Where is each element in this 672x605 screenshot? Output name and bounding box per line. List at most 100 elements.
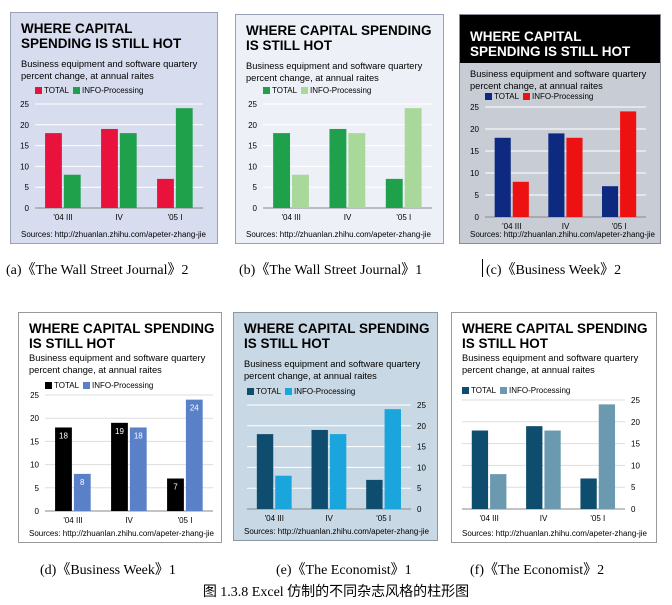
data-label: 7 [173,483,178,492]
panel-title: WHERE CAPITAL SPENDING IS STILL HOT [29,321,215,351]
legend-swatch [45,382,52,389]
bar-chart: 0 5 10 15 20 25 '04 III IV '05 I TOTAL INFO-Proces… [470,92,646,231]
x-tick-label: '05 I [612,222,627,231]
legend-swatch [247,388,254,395]
panel-subtitle: Business equipment and software quartery… [470,69,647,91]
bar-chart: 0 5 10 15 20 25 '04 III IV '05 I TOTAL INFO-Proces… [20,86,203,222]
bar-total [273,133,291,208]
bar-info [129,427,147,511]
y-tick-label: 10 [631,461,640,470]
panel-subtitle: Business equipment and software quartery… [462,353,639,375]
y-tick-label: 0 [253,204,258,213]
y-tick-label: 5 [253,183,258,192]
x-tick-label: '05 I [376,514,391,523]
y-tick-label: 5 [25,183,30,192]
bar-info [348,133,366,208]
data-label: 8 [80,478,85,487]
source-note: Sources: http://zhuanlan.zhihu.com/apete… [462,529,647,538]
title-bar [460,15,660,63]
bar-total [580,478,597,509]
bar-total [366,479,383,509]
bar-info [566,137,583,217]
bar-info [63,174,81,208]
bar-total [601,186,619,217]
panel-subtitle: Business equipment and software quartery… [21,59,198,81]
legend-swatch [83,382,90,389]
legend-label: TOTAL [471,386,497,395]
bar-info [490,474,507,509]
y-tick-label: 25 [417,401,426,410]
x-tick-label: '05 I [590,514,605,523]
x-tick-label: '05 I [178,516,193,525]
legend-swatch [462,387,469,394]
bar-total [526,426,543,509]
y-tick-label: 0 [35,507,40,516]
panel-title: WHERE CAPITAL SPENDING IS STILL HOT [462,321,648,351]
x-tick-label: IV [540,514,548,523]
legend-label: INFO-Processing [82,86,143,95]
bar-info [119,133,137,208]
y-tick-label: 5 [475,191,480,200]
bar-info [329,434,347,509]
y-tick-label: 0 [631,505,636,514]
legend-swatch [301,87,308,94]
bar-total [101,128,118,208]
panel-caption-a: (a)《The Wall Street Journal》2 [6,263,189,278]
y-tick-label: 25 [248,100,257,109]
y-tick-label: 0 [25,204,30,213]
y-tick-label: 10 [248,162,257,171]
y-tick-label: 15 [20,142,29,151]
panel-caption-b: (b)《The Wall Street Journal》1 [239,263,423,278]
y-tick-label: 10 [20,162,29,171]
x-tick-label: '04 III [502,222,521,231]
data-label: 18 [59,431,68,440]
figure-caption: 图 1.3.8 Excel 仿制的不同杂志风格的柱形图 [202,585,470,600]
bar-info [384,409,401,509]
panel-title: WHERE CAPITAL SPENDING IS STILL HOT [21,21,182,51]
x-tick-label: '04 III [53,213,72,222]
bar-chart: 0 5 10 15 20 25 '04 III IV '05 I TOTAL INFO-Proces… [248,86,432,222]
bar-chart: 0 5 10 15 20 25 '04 III IV '05 I TOTAL INFO-Proces… [462,386,640,523]
y-tick-label: 0 [475,213,480,222]
x-tick-label: IV [325,514,333,523]
panel-caption-c: (c)《Business Week》2 [486,263,622,278]
bar-info [292,174,309,208]
bar-info [512,181,529,217]
panel-title: WHERE CAPITAL SPENDING IS STILL HOT [470,29,631,59]
chart-panel-economist-1: WHERE CAPITAL SPENDING IS STILL HOT Busi… [233,312,438,541]
y-tick-label: 15 [417,443,426,452]
bar-total [311,429,328,509]
legend-swatch [485,93,492,100]
bar-total [494,137,511,217]
bar-total [385,178,403,208]
bar-total [548,133,565,217]
source-note: Sources: http://zhuanlan.zhihu.com/apete… [29,529,214,538]
x-tick-label: '05 I [168,213,183,222]
chart-panel-economist-2: WHERE CAPITAL SPENDING IS STILL HOT Busi… [451,312,657,543]
panel-title: WHERE CAPITAL SPENDING IS STILL HOT [244,321,430,351]
panel-subtitle: Business equipment and software quartery… [244,359,421,381]
y-tick-label: 20 [248,121,257,130]
panel-title: WHERE CAPITAL SPENDING IS STILL HOT [246,23,432,53]
legend-label: TOTAL [494,92,520,101]
y-tick-label: 20 [417,422,426,431]
y-tick-label: 25 [30,391,39,400]
bar-info [175,108,193,208]
bar-total [256,434,274,509]
y-tick-label: 15 [248,142,257,151]
x-tick-label: '04 III [63,516,82,525]
legend-swatch [35,87,42,94]
legend-label: INFO-Processing [532,92,593,101]
x-tick-label: IV [344,213,352,222]
y-tick-label: 20 [470,125,479,134]
legend-swatch [285,388,292,395]
legend-label: INFO-Processing [294,387,355,396]
panel-subtitle: Business equipment and software quartery… [246,61,423,83]
legend-label: INFO-Processing [509,386,570,395]
x-tick-label: IV [125,516,133,525]
bar-total [111,422,128,511]
y-tick-label: 20 [30,414,39,423]
y-tick-label: 10 [417,463,426,472]
y-tick-label: 10 [30,461,39,470]
data-label: 24 [190,404,199,413]
